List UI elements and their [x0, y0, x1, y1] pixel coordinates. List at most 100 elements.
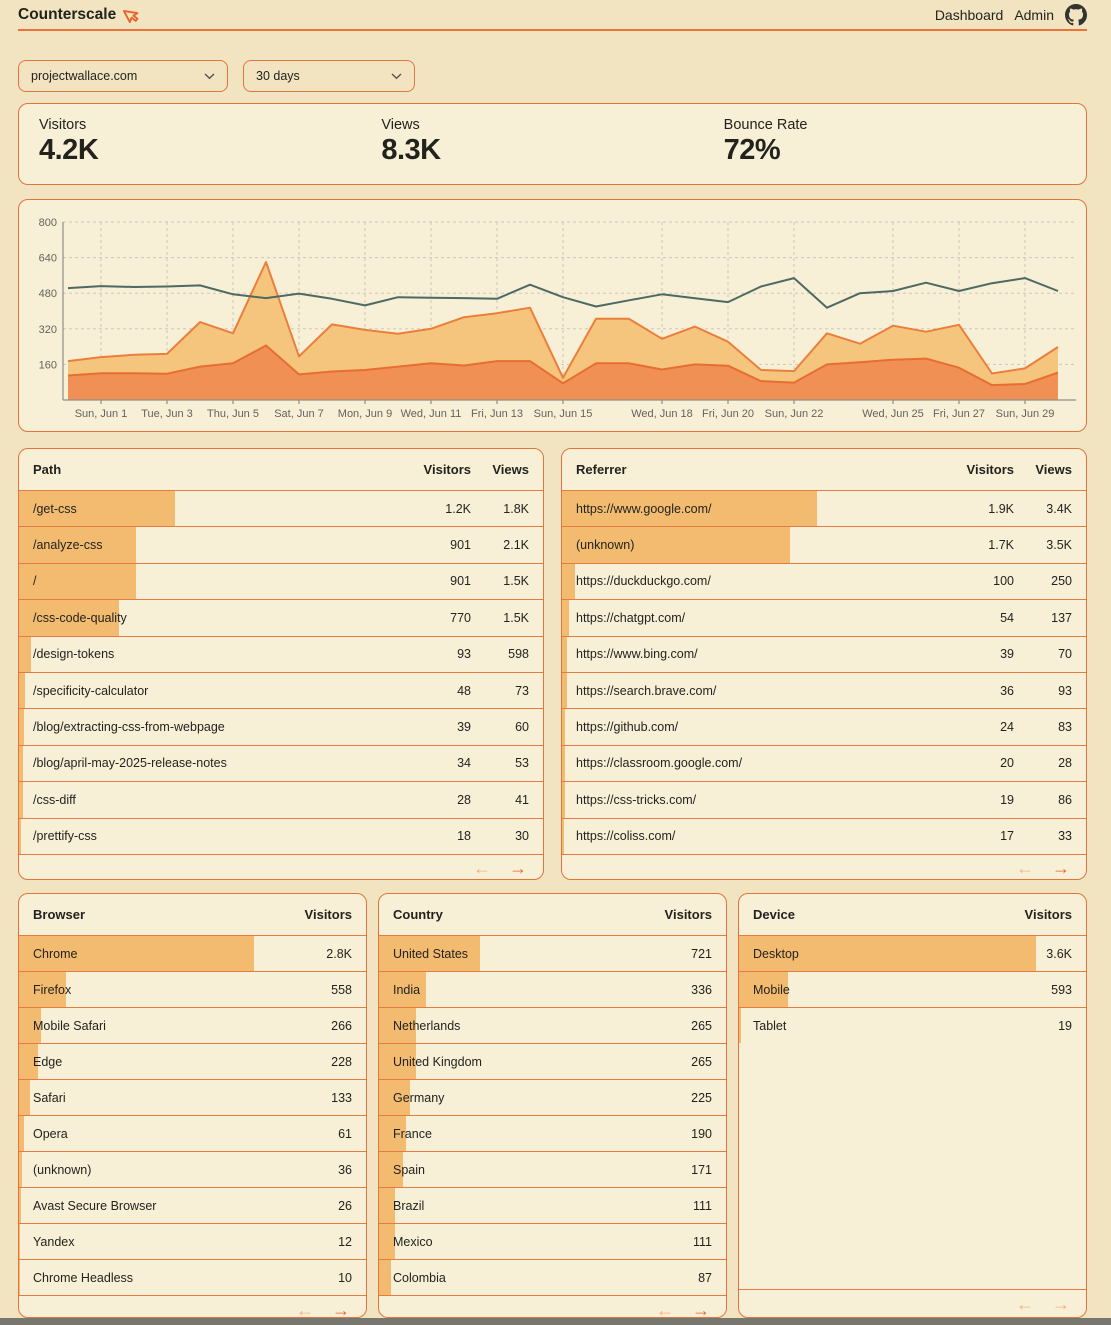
row-value: 250	[1051, 574, 1072, 589]
row-label: Mexico	[393, 1234, 433, 1249]
table-header-row: Path Visitors Views	[19, 449, 543, 490]
row-bar	[562, 527, 790, 563]
next-page-button[interactable]: →	[1052, 858, 1070, 879]
row-bar	[379, 1224, 395, 1259]
row-value: 19	[1058, 1018, 1072, 1033]
row-bar	[19, 1080, 31, 1115]
table-row: /specificity-calculator 48 73	[19, 671, 543, 709]
stat-value: 4.2K	[39, 134, 99, 166]
table-title: Country	[393, 907, 443, 922]
row-label: Desktop	[753, 946, 799, 961]
row-label: https://classroom.google.com/	[576, 756, 743, 771]
row-bar	[19, 818, 22, 854]
row-bar	[562, 672, 567, 709]
nav-dashboard-link[interactable]: Dashboard	[934, 6, 1004, 23]
svg-text:Thu, Jun 5: Thu, Jun 5	[207, 408, 259, 420]
row-value: 3.6K	[1046, 946, 1072, 961]
table-row: Chrome 2.8K	[19, 935, 366, 971]
row-value: 39	[1000, 647, 1014, 662]
table-title: Referrer	[576, 462, 627, 477]
svg-text:Sun, Jun 29: Sun, Jun 29	[996, 408, 1055, 420]
row-bar	[19, 527, 137, 563]
header-nav: Dashboard Admin	[934, 3, 1087, 26]
table-row: / 901 1.5K	[19, 562, 543, 600]
svg-text:Sun, Jun 15: Sun, Jun 15	[534, 408, 593, 420]
row-bar	[19, 563, 137, 600]
prev-page-button[interactable]: ←	[473, 858, 491, 879]
table-header-row: Referrer Visitors Views	[562, 449, 1086, 490]
row-label: https://chatgpt.com/	[576, 610, 686, 625]
row-value: 24	[1000, 720, 1014, 735]
row-value: 41	[515, 792, 529, 807]
table-row: https://github.com/24 83	[562, 708, 1086, 745]
row-bar	[19, 1260, 20, 1295]
table-row: Chrome Headless 10	[19, 1259, 366, 1295]
row-label: Brazil	[393, 1198, 425, 1213]
path-table-card: Path Visitors Views/get-css 1.2K 1.8K/analyz…	[18, 448, 544, 880]
table-pagination: ← →	[379, 1295, 726, 1318]
row-bar	[19, 782, 23, 818]
row-bar	[562, 782, 565, 818]
table-row: France 190	[379, 1115, 726, 1151]
row-value: 26	[338, 1198, 352, 1213]
table-row: https://www.bing.com/39 70	[562, 635, 1086, 672]
table-row: Germany 225	[379, 1079, 726, 1115]
prev-page-button[interactable]: ←	[656, 1299, 674, 1318]
row-value: 1.5K	[503, 574, 529, 589]
row-label: Edge	[33, 1054, 63, 1069]
traffic-chart: Sun, Jun 1 Tue, Jun 3 Thu, Jun 5 Sat, Jun 7…	[39, 217, 1076, 420]
row-bar	[739, 936, 1036, 971]
row-value: 558	[331, 982, 352, 997]
row-label: United States	[393, 946, 469, 961]
table-row: (unknown) 36	[19, 1151, 366, 1187]
next-page-button[interactable]: →	[1052, 1293, 1070, 1314]
row-bar	[19, 672, 26, 709]
row-value: 265	[691, 1054, 712, 1069]
next-page-button[interactable]: →	[509, 858, 527, 879]
row-value: 1.8K	[503, 501, 529, 516]
row-bar	[19, 1152, 23, 1187]
row-bar	[379, 936, 480, 971]
row-value: 39	[457, 720, 471, 735]
nav-admin-link[interactable]: Admin	[1014, 6, 1054, 23]
row-label: Spain	[393, 1162, 425, 1177]
table-row: Safari 133	[19, 1079, 366, 1115]
site-select-value: projectwallace.com	[31, 69, 138, 83]
site-select[interactable]: projectwallace.com	[18, 60, 228, 92]
stat-bounce-rate: Bounce Rate 72%	[724, 117, 1066, 171]
prev-page-button[interactable]: ←	[1016, 1293, 1034, 1314]
row-value: 10	[338, 1270, 352, 1285]
row-bar	[19, 972, 66, 1007]
row-bar	[379, 1008, 417, 1043]
row-value: 1.7K	[988, 538, 1014, 553]
table-row: /css-code-quality 770 1.5K	[19, 599, 543, 636]
table-row: Mobile 593	[739, 971, 1086, 1007]
svg-text:640: 640	[39, 253, 57, 265]
prev-page-button[interactable]: ←	[1016, 858, 1034, 879]
row-value: 70	[1058, 647, 1072, 662]
row-bar	[562, 636, 568, 672]
row-value: 3.5K	[1046, 538, 1072, 553]
next-page-button[interactable]: →	[692, 1299, 710, 1318]
table-title: Browser	[33, 907, 86, 922]
table-row: https://chatgpt.com/54 137	[562, 599, 1086, 636]
column-header: Visitors	[664, 907, 712, 922]
svg-text:Fri, Jun 20: Fri, Jun 20	[702, 408, 754, 420]
row-bar	[562, 491, 817, 527]
prev-page-button[interactable]: ←	[296, 1299, 314, 1318]
row-bar	[19, 709, 25, 745]
row-value: 593	[1051, 982, 1072, 997]
tables-row-top: Path Visitors Views/get-css 1.2K 1.8K/analyz…	[18, 448, 1087, 880]
row-bar	[19, 1116, 25, 1151]
row-label: /blog/april-may-2025-release-notes	[33, 756, 227, 771]
row-label: Chrome	[33, 946, 78, 961]
github-icon[interactable]	[1065, 3, 1087, 26]
table-row: Netherlands 265	[379, 1007, 726, 1043]
table-row: https://www.google.com/1.9K 3.4K	[562, 490, 1086, 527]
next-page-button[interactable]: →	[332, 1299, 350, 1318]
row-bar	[562, 818, 565, 854]
row-value: 1.5K	[503, 610, 529, 625]
row-bar	[562, 600, 570, 636]
table-row: Edge 228	[19, 1043, 366, 1079]
date-range-select[interactable]: 30 days	[243, 60, 415, 92]
